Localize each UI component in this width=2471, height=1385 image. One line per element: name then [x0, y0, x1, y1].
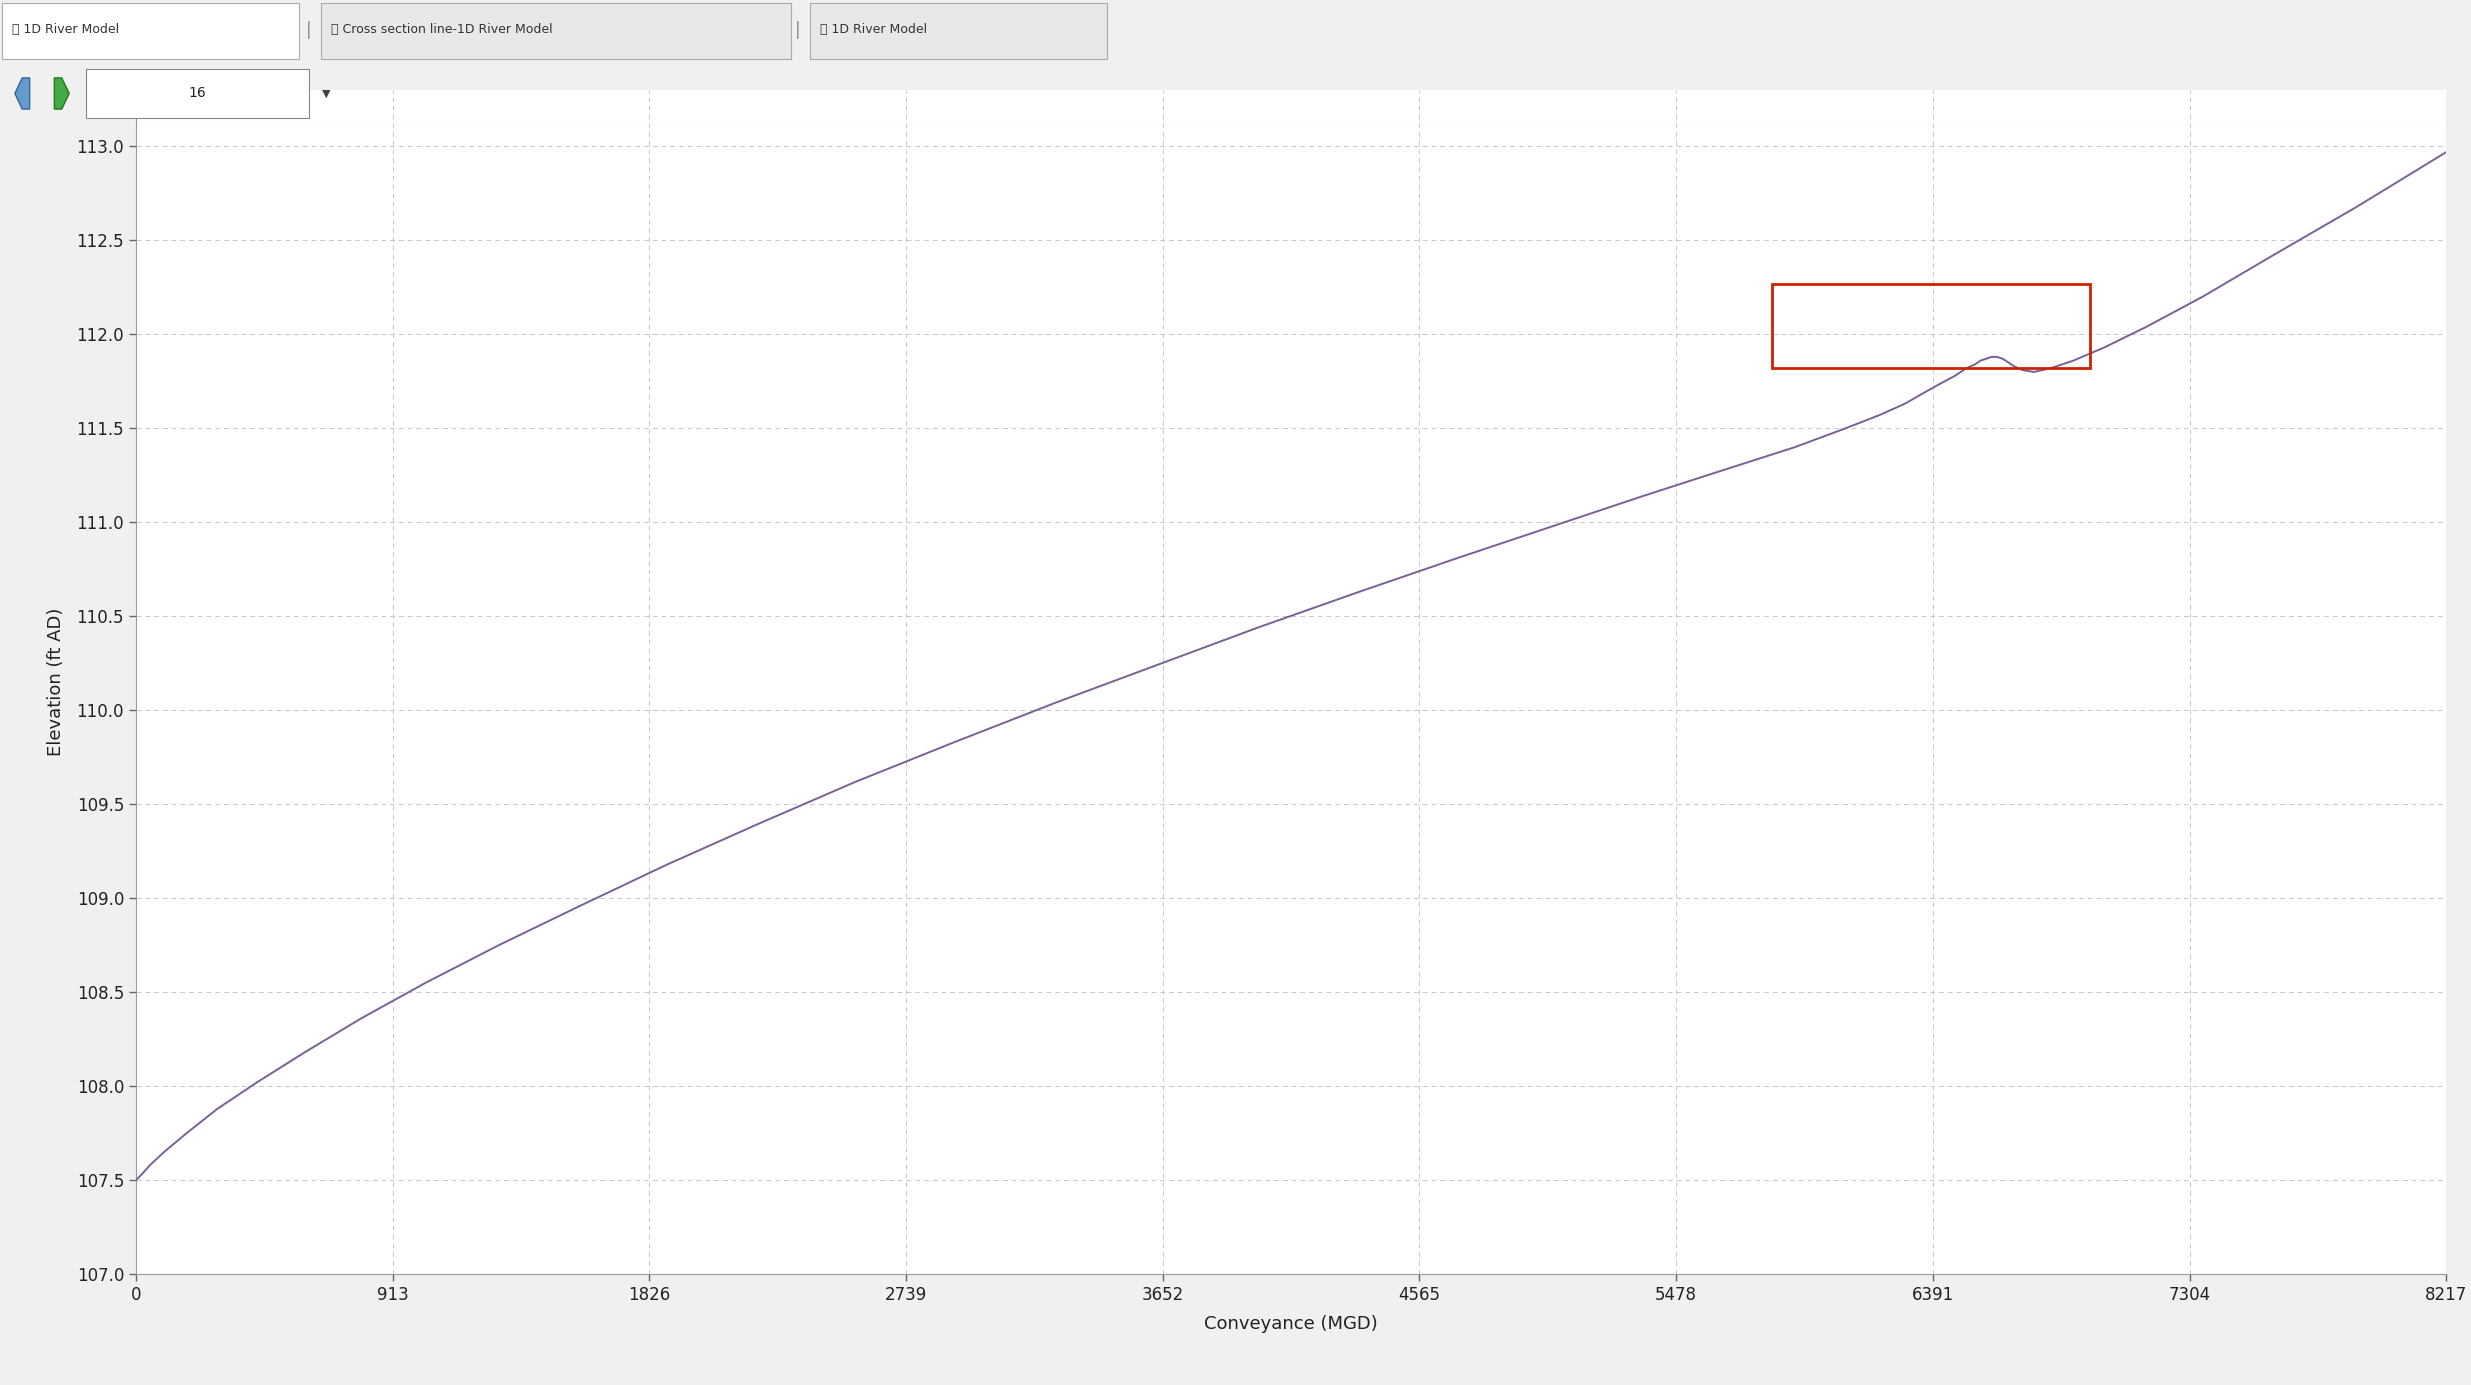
Text: ▼: ▼: [321, 89, 331, 98]
Bar: [321, 3, 791, 60]
Y-axis label: Elevation (ft AD): Elevation (ft AD): [47, 608, 64, 756]
Text: 🖼 1D River Model: 🖼 1D River Model: [820, 24, 927, 36]
Text: 16: 16: [188, 86, 208, 101]
FancyArrow shape: [54, 78, 69, 109]
Bar: [2, 3, 299, 60]
Text: 📋 Cross section line-1D River Model: 📋 Cross section line-1D River Model: [331, 24, 554, 36]
Bar: [1772, 284, 2090, 368]
Bar: [810, 3, 1107, 60]
X-axis label: Conveyance (MGD): Conveyance (MGD): [1203, 1316, 1379, 1334]
Text: |: |: [306, 21, 311, 39]
Text: 🔶 1D River Model: 🔶 1D River Model: [12, 24, 119, 36]
FancyArrow shape: [15, 78, 30, 109]
Text: |: |: [796, 21, 801, 39]
Bar: [86, 68, 309, 118]
